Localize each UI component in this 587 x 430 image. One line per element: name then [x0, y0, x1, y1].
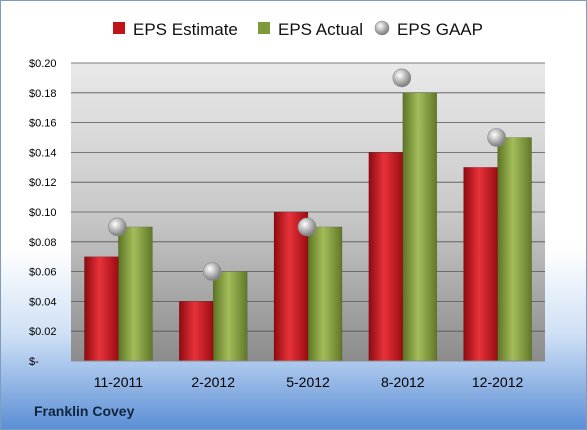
bar-eps-estimate	[84, 256, 119, 362]
y-tick-label: $0.10	[29, 207, 57, 219]
legend-swatch-eps-actual	[258, 22, 270, 34]
bar-eps-estimate	[178, 301, 214, 362]
y-tick-label: $0.04	[29, 296, 57, 308]
x-tick-label: 2-2012	[191, 374, 235, 390]
y-tick-label: $0.14	[29, 147, 57, 159]
legend-swatch-eps-estimate	[113, 22, 125, 34]
marker-eps-gaap	[202, 262, 222, 281]
bar-eps-estimate	[273, 211, 309, 362]
x-axis-category-labels: 11-2011 2-2012 5-2012 8-2012 12-2012	[94, 374, 524, 390]
bar-eps-actual	[497, 137, 532, 362]
y-tick-label: $0.02	[29, 326, 57, 338]
bar-eps-actual	[307, 226, 343, 362]
bar-series	[84, 92, 532, 362]
bar-eps-actual	[212, 271, 248, 362]
legend-label: EPS GAAP	[397, 20, 483, 39]
y-tick-label: $-	[29, 356, 39, 368]
legend: EPS Estimate EPS Actual EPS GAAP	[113, 20, 483, 39]
marker-eps-gaap	[392, 68, 412, 88]
marker-eps-gaap	[297, 217, 317, 237]
x-tick-label: 8-2012	[381, 374, 425, 390]
y-tick-label: $0.08	[29, 237, 57, 249]
y-axis-tick-labels: $- $0.02 $0.04 $0.06 $0.08 $0.10 $0.12 $0.14 $0.…	[29, 58, 57, 368]
company-name: Franklin Covey	[34, 403, 135, 419]
y-tick-label: $0.18	[29, 88, 57, 100]
y-tick-label: $0.12	[29, 177, 57, 189]
y-tick-label: $0.20	[29, 58, 57, 70]
marker-eps-gaap	[108, 217, 127, 237]
bar-eps-estimate	[368, 152, 404, 362]
x-tick-label: 12-2012	[472, 374, 524, 390]
legend-swatch-eps-gaap	[374, 20, 390, 36]
gaap-markers	[108, 68, 506, 281]
legend-label: EPS Actual	[278, 20, 363, 39]
x-tick-label: 11-2011	[94, 374, 144, 390]
bar-eps-actual	[402, 92, 438, 362]
x-tick-label: 5-2012	[286, 374, 330, 390]
marker-eps-gaap	[487, 128, 506, 147]
legend-label: EPS Estimate	[133, 20, 238, 39]
bar-eps-estimate	[463, 167, 498, 362]
bar-eps-actual	[118, 226, 153, 362]
y-tick-label: $0.06	[29, 267, 57, 279]
y-tick-label: $0.16	[29, 118, 57, 130]
